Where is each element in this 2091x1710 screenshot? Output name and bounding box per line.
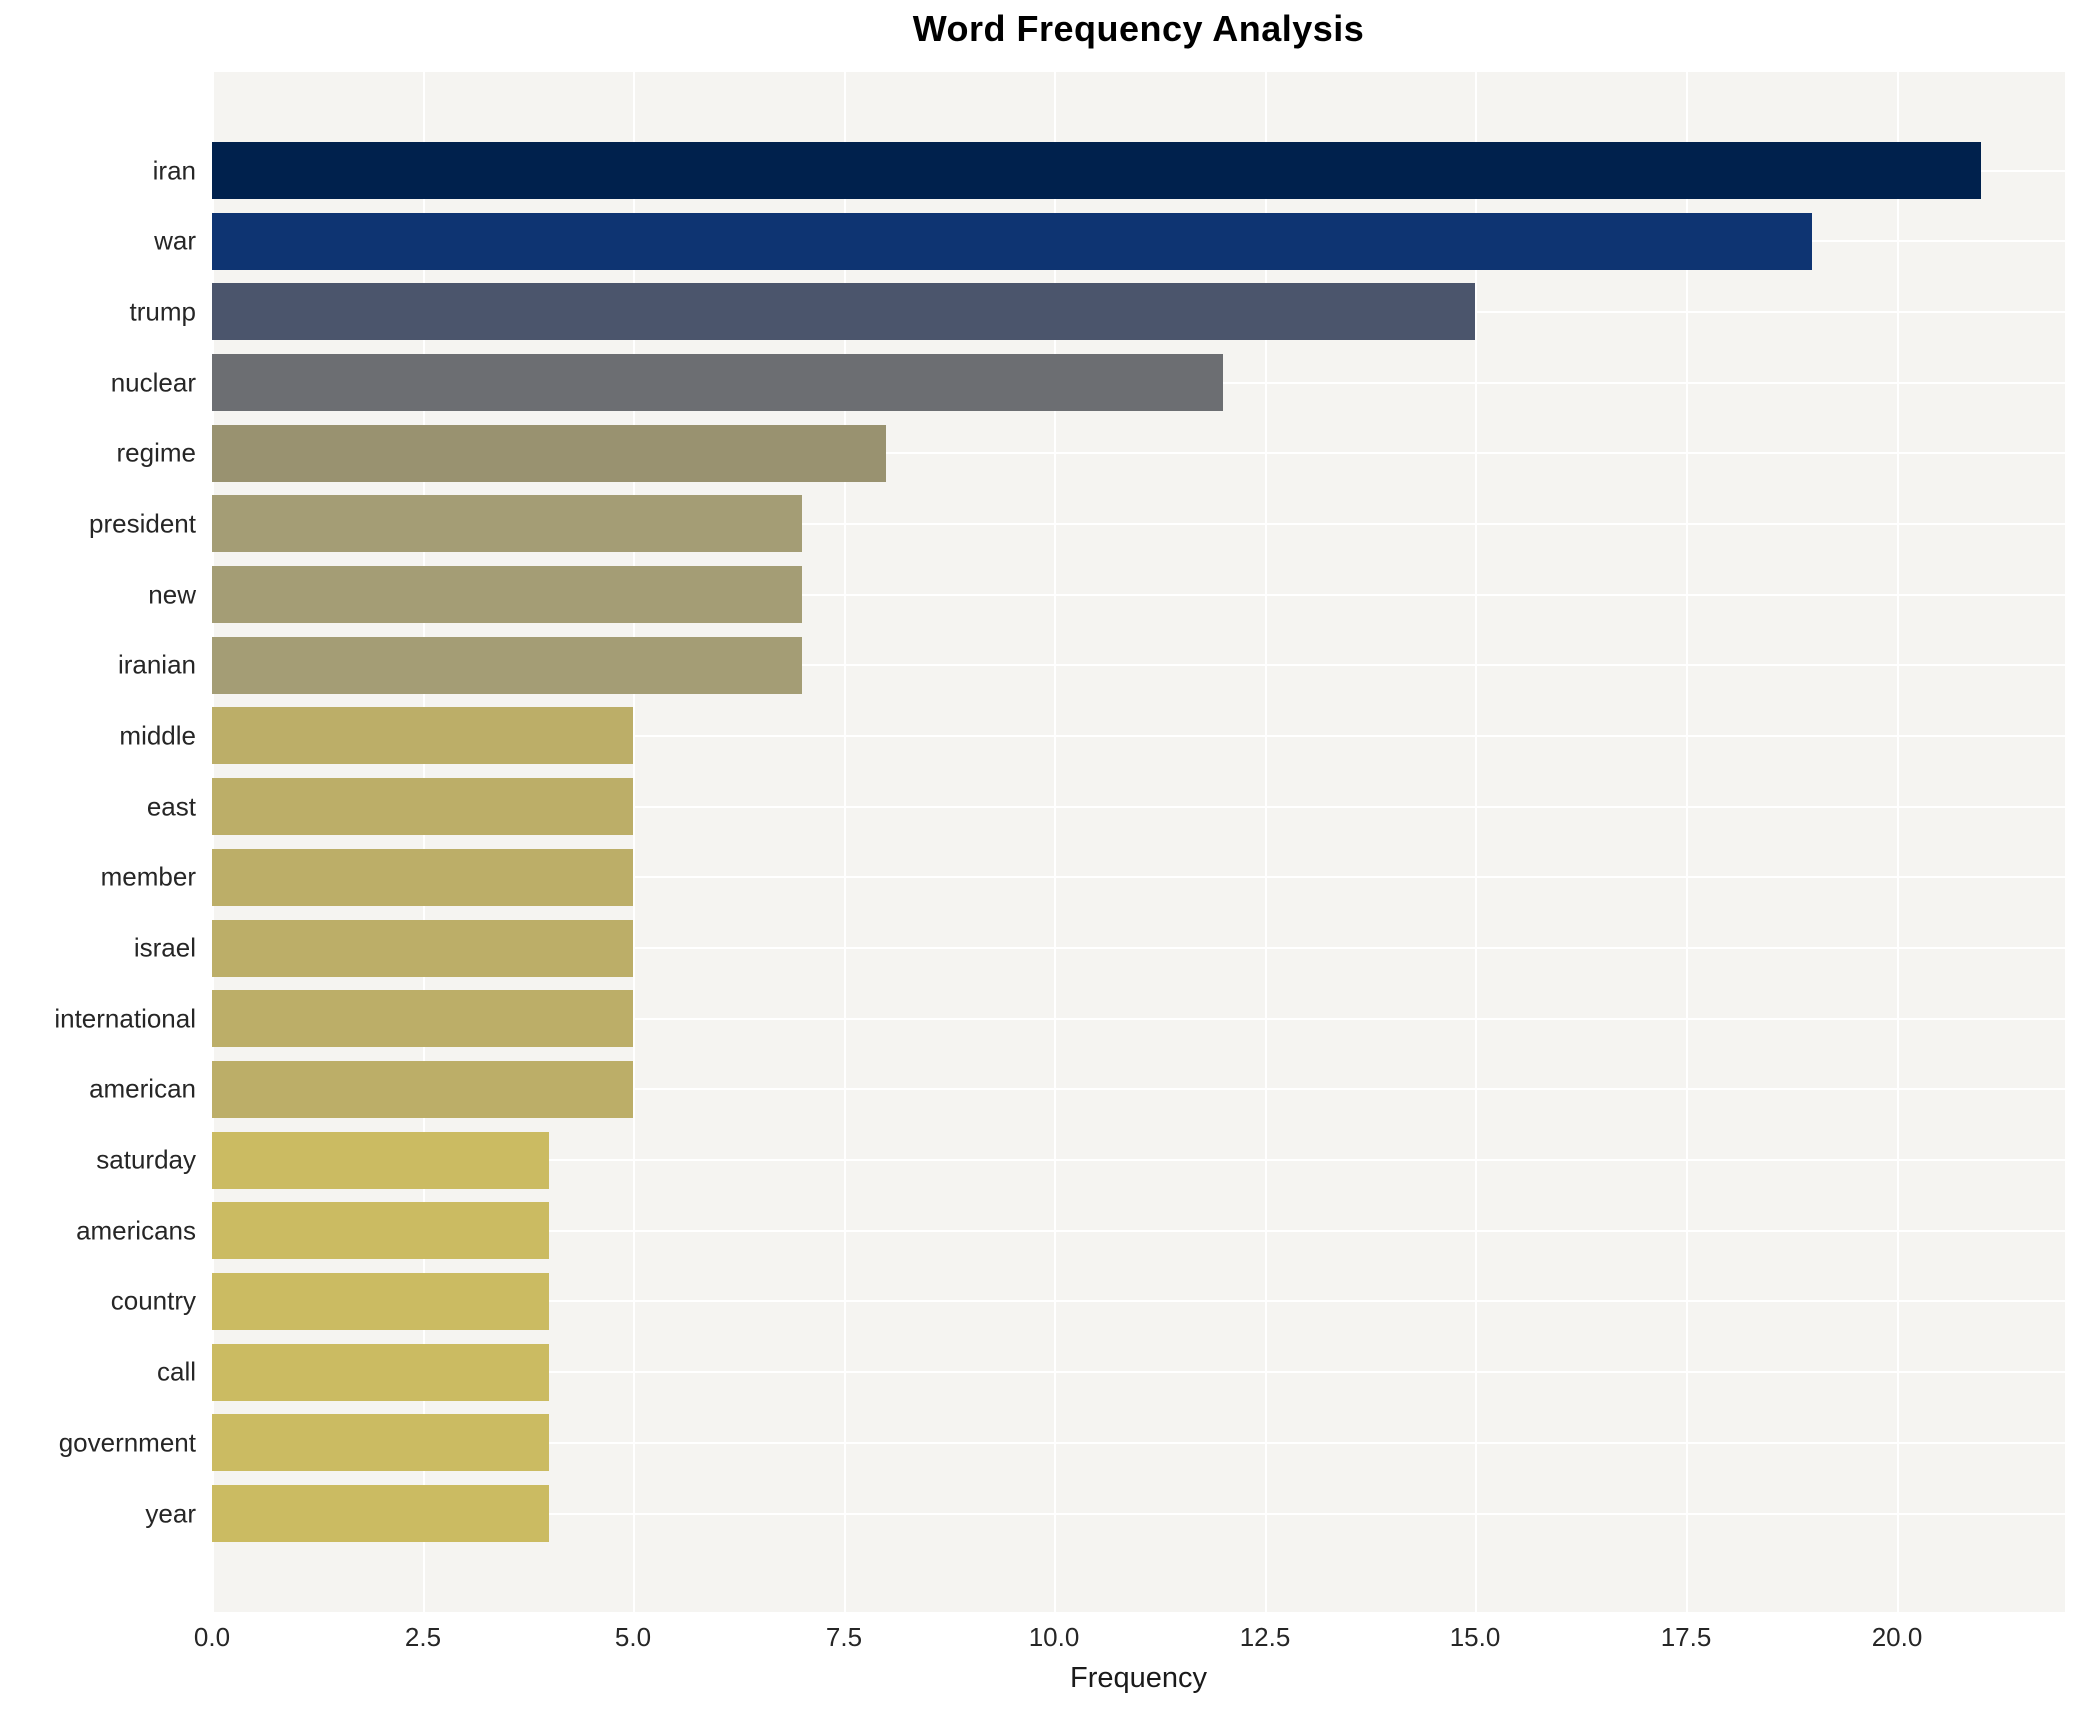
bar-trump [212, 283, 1475, 340]
bar-nuclear [212, 354, 1223, 411]
bar-call [212, 1344, 549, 1401]
y-tick-label-east: east [146, 791, 196, 822]
bar-year [212, 1485, 549, 1542]
gridline-horizontal [212, 1230, 2065, 1232]
x-tick-label-2.5: 2.5 [404, 1622, 442, 1652]
y-tick-label-saturday: saturday [96, 1144, 196, 1175]
x-tick-label-7.5: 7.5 [825, 1622, 863, 1652]
y-tick-label-iranian: iranian [117, 649, 196, 680]
bar-israel [212, 920, 633, 977]
y-tick-label-president: president [89, 508, 196, 539]
gridline-horizontal [212, 523, 2065, 525]
x-tick-label-20.0: 20.0 [1871, 1622, 1923, 1652]
gridline-horizontal [212, 1159, 2065, 1161]
x-tick-label-0.0: 0.0 [193, 1622, 231, 1652]
bar-americans [212, 1202, 549, 1259]
gridline-horizontal [212, 1018, 2065, 1020]
plot-area [212, 72, 2065, 1612]
gridline-vertical [1686, 72, 1688, 1612]
bar-new [212, 566, 802, 623]
bar-iran [212, 142, 1981, 199]
gridline-horizontal [212, 1371, 2065, 1373]
gridline-horizontal [212, 452, 2065, 454]
y-tick-label-trump: trump [129, 296, 196, 327]
y-tick-label-country: country [110, 1285, 196, 1316]
gridline-horizontal [212, 1300, 2065, 1302]
x-tick-label-12.5: 12.5 [1239, 1622, 1291, 1652]
y-tick-label-americans: americans [76, 1215, 196, 1246]
y-tick-label-iran: iran [152, 155, 196, 186]
x-tick-label-15.0: 15.0 [1449, 1622, 1501, 1652]
gridline-vertical [1265, 72, 1267, 1612]
y-tick-label-year: year [145, 1498, 196, 1529]
gridline-horizontal [212, 806, 2065, 808]
bar-president [212, 495, 802, 552]
gridline-horizontal [212, 594, 2065, 596]
gridline-horizontal [212, 664, 2065, 666]
gridline-vertical [633, 72, 635, 1612]
bar-member [212, 849, 633, 906]
bar-international [212, 990, 633, 1047]
bar-government [212, 1414, 549, 1471]
y-tick-label-american: american [89, 1073, 196, 1104]
gridline-horizontal [212, 876, 2065, 878]
gridline-vertical [212, 72, 214, 1612]
gridline-vertical [844, 72, 846, 1612]
y-tick-label-nuclear: nuclear [110, 367, 196, 398]
bar-iranian [212, 637, 802, 694]
x-axis-label: Frequency [1069, 1662, 1207, 1694]
gridline-horizontal [212, 735, 2065, 737]
y-tick-label-new: new [148, 579, 196, 610]
bar-regime [212, 425, 886, 482]
gridline-vertical [1897, 72, 1899, 1612]
bar-american [212, 1061, 633, 1118]
bar-saturday [212, 1132, 549, 1189]
y-tick-label-international: international [54, 1003, 196, 1034]
x-tick-label-17.5: 17.5 [1660, 1622, 1712, 1652]
y-tick-label-government: government [58, 1427, 196, 1458]
gridline-vertical [1475, 72, 1477, 1612]
gridline-vertical [423, 72, 425, 1612]
y-tick-label-war: war [154, 225, 196, 256]
bar-war [212, 213, 1812, 270]
bar-east [212, 778, 633, 835]
gridline-vertical [1054, 72, 1056, 1612]
y-tick-label-israel: israel [133, 932, 196, 963]
bar-middle [212, 707, 633, 764]
x-tick-label-10.0: 10.0 [1028, 1622, 1080, 1652]
gridline-horizontal [212, 1513, 2065, 1515]
y-tick-label-middle: middle [119, 720, 196, 751]
x-tick-label-5.0: 5.0 [614, 1622, 652, 1652]
y-tick-label-member: member [100, 861, 196, 892]
gridline-horizontal [212, 1088, 2065, 1090]
y-tick-label-call: call [156, 1356, 196, 1387]
y-tick-label-regime: regime [116, 437, 196, 468]
gridline-horizontal [212, 1442, 2065, 1444]
bar-country [212, 1273, 549, 1330]
gridline-horizontal [212, 947, 2065, 949]
chart-title: Word Frequency Analysis [912, 8, 1365, 49]
